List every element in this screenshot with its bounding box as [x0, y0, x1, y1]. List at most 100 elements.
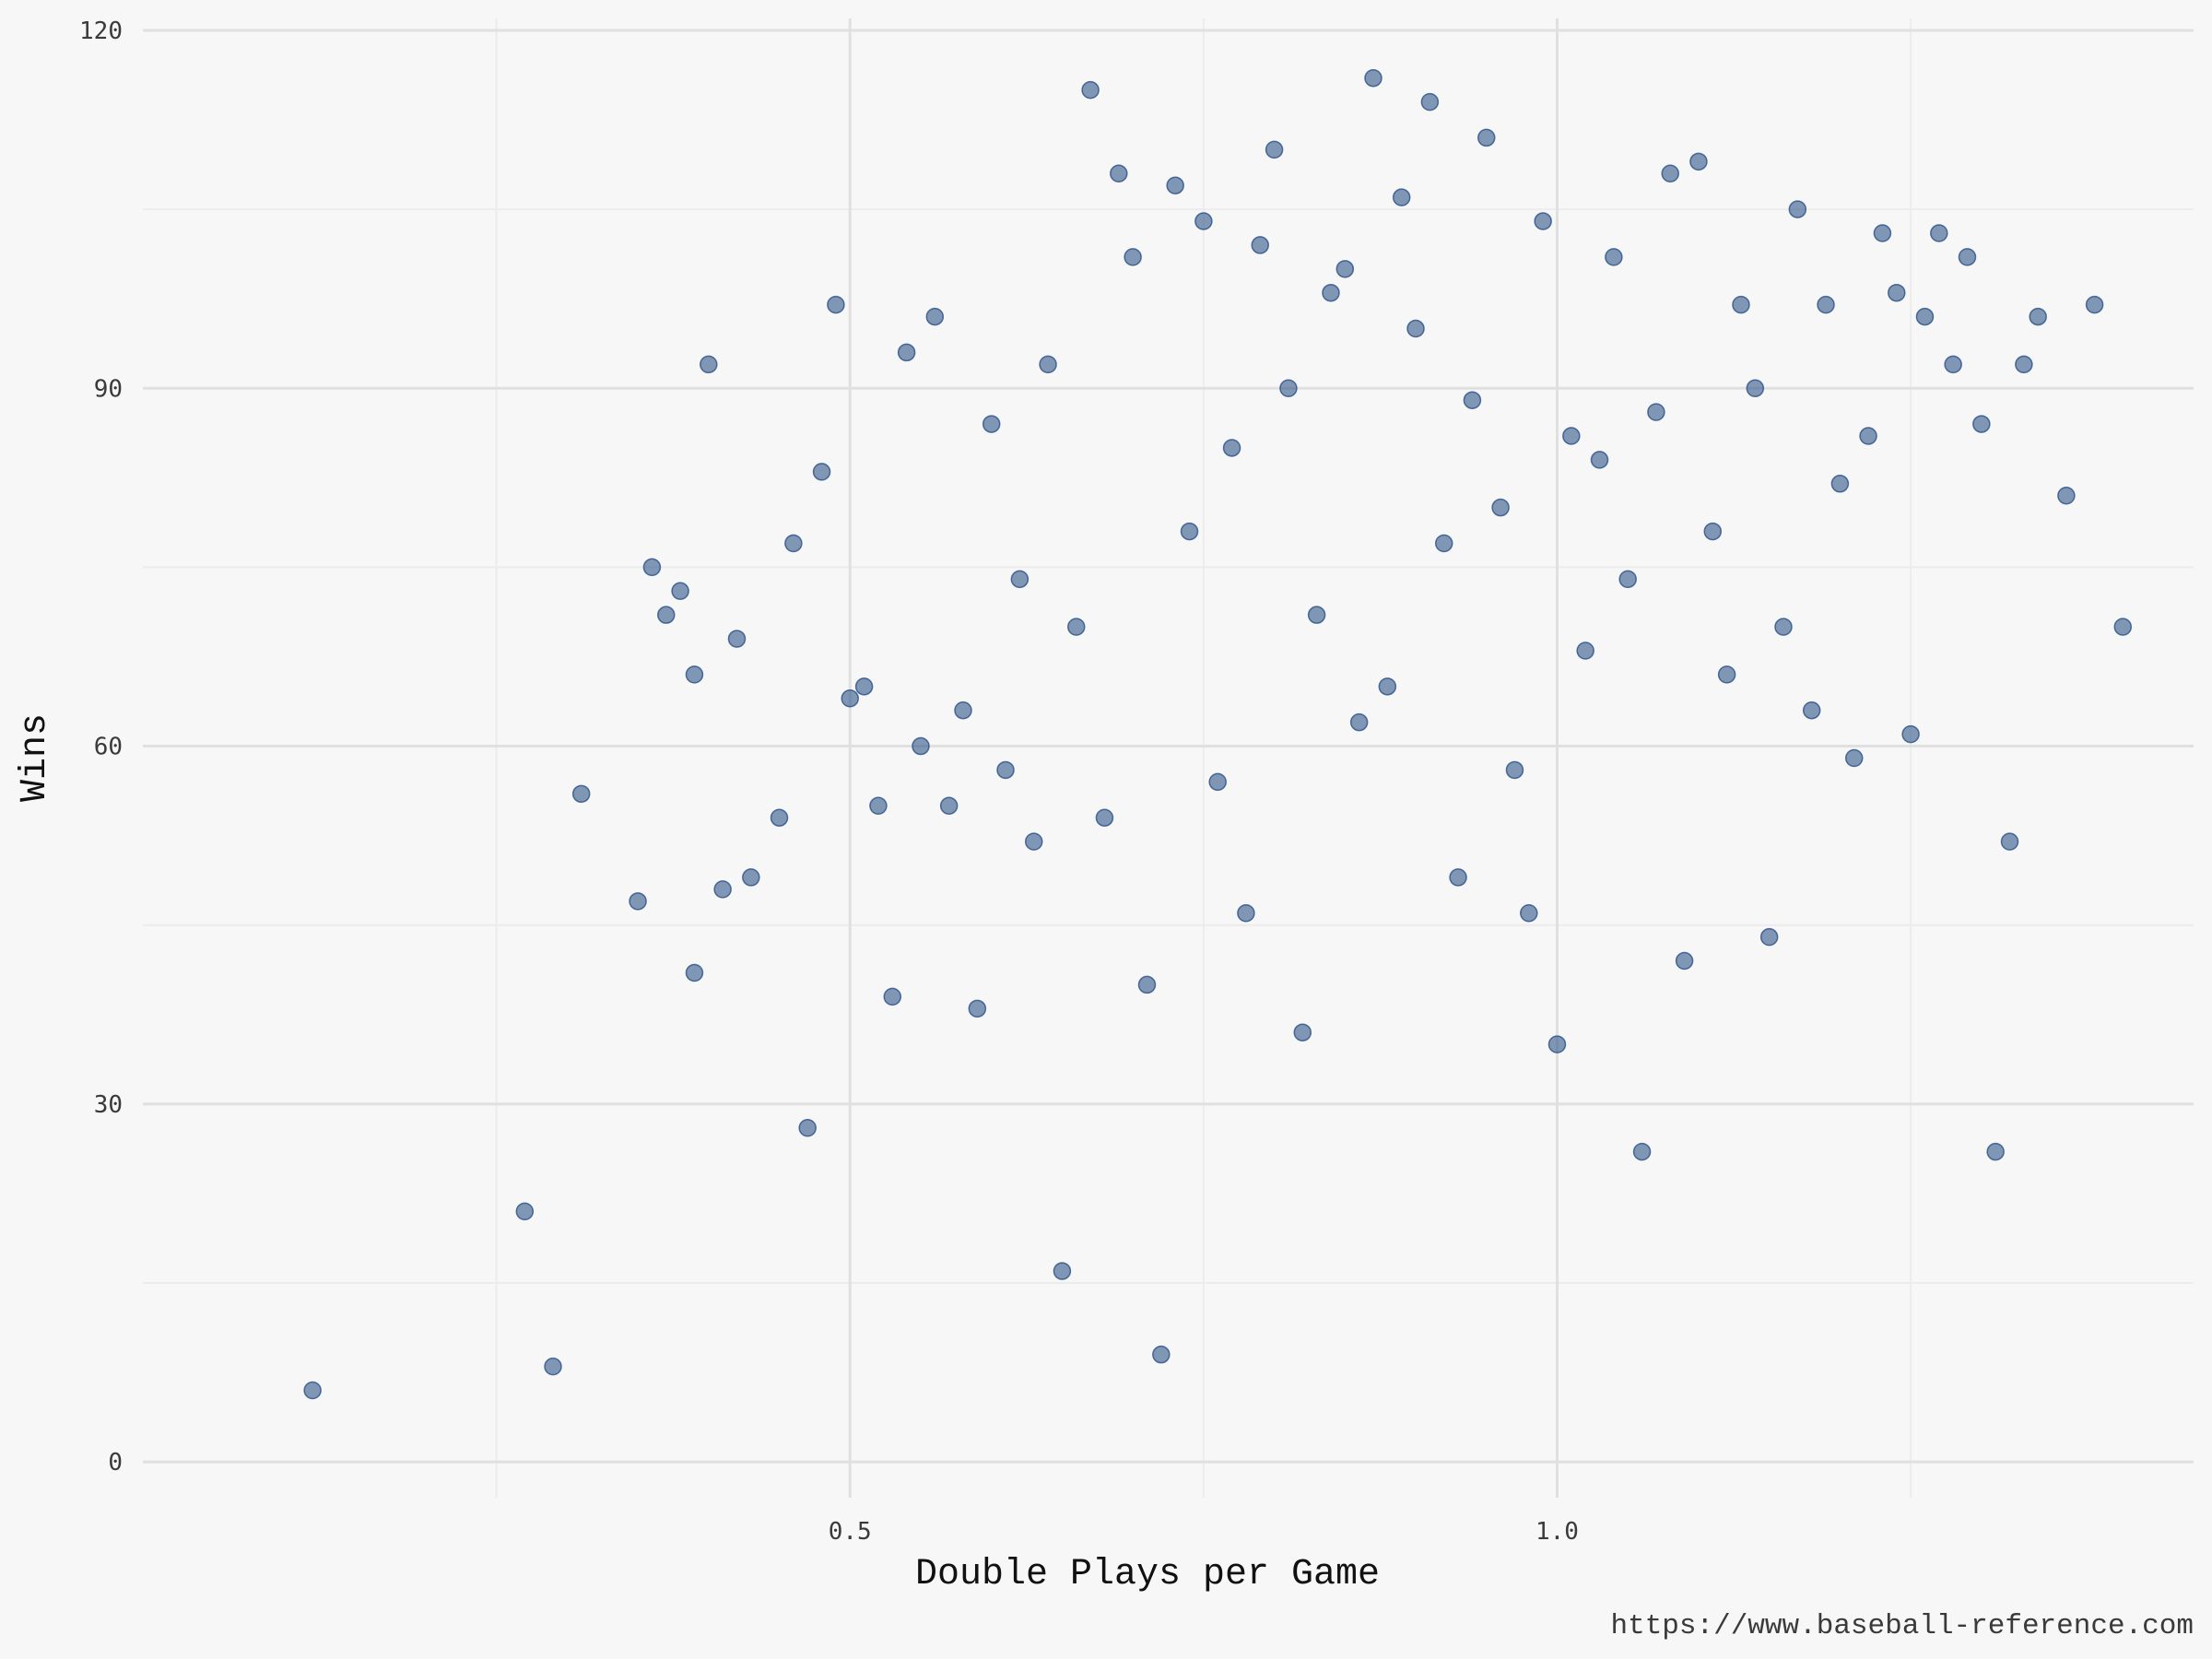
- data-point: [685, 963, 704, 982]
- data-point: [1675, 951, 1694, 971]
- data-point: [1364, 68, 1382, 88]
- data-point: [1166, 176, 1184, 194]
- data-point: [1420, 92, 1440, 112]
- data-point: [869, 796, 888, 816]
- data-point: [642, 558, 662, 577]
- data-point: [2113, 618, 2133, 636]
- data-point: [897, 343, 916, 362]
- data-point: [1392, 188, 1411, 206]
- data-point: [1449, 868, 1467, 887]
- data-point: [1972, 415, 1991, 433]
- data-point: [1124, 248, 1142, 266]
- data-point: [727, 629, 747, 648]
- data-point: [1279, 379, 1298, 397]
- data-point: [1067, 618, 1086, 636]
- data-point: [1888, 283, 1906, 302]
- data-point: [1081, 80, 1100, 100]
- data-point: [1349, 712, 1369, 732]
- data-point: [1802, 700, 1821, 720]
- data-point: [1562, 427, 1581, 445]
- data-point: [1322, 283, 1340, 302]
- data-point: [841, 689, 859, 708]
- data-point: [1194, 212, 1213, 230]
- data-point: [1265, 140, 1284, 159]
- data-point: [1944, 355, 1962, 374]
- data-point: [515, 1202, 535, 1221]
- data-point: [2057, 486, 2076, 505]
- data-point: [2085, 295, 2104, 314]
- data-point: [982, 415, 1001, 433]
- data-point: [1095, 808, 1114, 827]
- data-point: [1251, 236, 1269, 254]
- data-point: [1732, 295, 1750, 314]
- data-point: [1534, 212, 1552, 230]
- data-point: [854, 677, 874, 696]
- data-point: [1632, 1142, 1652, 1161]
- data-point: [713, 880, 732, 899]
- data-point: [1873, 224, 1892, 242]
- data-point: [1335, 260, 1355, 278]
- data-point: [1053, 1262, 1072, 1280]
- data-point: [1520, 904, 1538, 923]
- data-point: [1505, 760, 1524, 780]
- data-point: [1788, 200, 1807, 218]
- data-point: [1406, 319, 1425, 338]
- data-point: [784, 534, 803, 553]
- x-tick-label: 0.5: [829, 1518, 872, 1546]
- data-point: [657, 606, 676, 624]
- data-point: [1434, 534, 1453, 553]
- data-point: [1986, 1142, 2005, 1161]
- data-point: [827, 295, 845, 314]
- y-tick-label: 120: [79, 18, 123, 45]
- data-point: [939, 796, 959, 816]
- data-point: [770, 808, 789, 827]
- y-tick-label: 30: [94, 1091, 123, 1119]
- data-point: [1717, 665, 1736, 684]
- data-point: [798, 1119, 817, 1137]
- data-point: [1180, 522, 1199, 541]
- data-point: [1590, 451, 1609, 469]
- data-point: [685, 665, 704, 684]
- data-points: [303, 68, 2133, 1400]
- data-point: [1110, 164, 1128, 183]
- data-point: [1491, 498, 1510, 517]
- data-point: [571, 784, 591, 804]
- data-point: [1844, 748, 1864, 768]
- data-point: [1901, 724, 1920, 744]
- data-point: [1293, 1023, 1312, 1041]
- x-axis-title: Double Plays per Game: [915, 1554, 1380, 1595]
- data-point: [1830, 475, 1850, 493]
- data-point: [1307, 606, 1326, 624]
- data-point: [1915, 307, 1935, 326]
- y-tick-label: 90: [94, 375, 123, 403]
- data-point: [671, 582, 689, 601]
- data-point: [1703, 522, 1723, 541]
- data-point: [1689, 152, 1708, 171]
- data-point: [925, 307, 945, 326]
- data-point: [1647, 403, 1665, 421]
- data-point: [1378, 677, 1397, 696]
- data-point: [2000, 832, 2019, 851]
- data-point: [544, 1357, 562, 1376]
- data-point: [2015, 355, 2033, 374]
- data-point: [700, 355, 718, 374]
- data-point: [303, 1381, 322, 1400]
- data-point: [1463, 391, 1482, 409]
- y-tick-label: 0: [108, 1449, 123, 1477]
- data-point: [1208, 772, 1227, 792]
- x-tick-label: 1.0: [1535, 1518, 1579, 1546]
- data-point: [1222, 439, 1241, 457]
- data-point: [912, 736, 930, 756]
- grid-lines: [143, 18, 2194, 1498]
- data-point: [1930, 224, 1948, 242]
- data-point: [883, 987, 902, 1006]
- tick-labels: 0 30 60 90 120 0.5 1.0: [79, 18, 1579, 1546]
- data-point: [1618, 570, 1637, 589]
- data-point: [1152, 1345, 1171, 1364]
- data-point: [1605, 248, 1623, 266]
- data-point: [1859, 427, 1877, 445]
- y-tick-label: 60: [94, 734, 123, 761]
- data-point: [1547, 1035, 1567, 1053]
- data-point: [812, 463, 831, 481]
